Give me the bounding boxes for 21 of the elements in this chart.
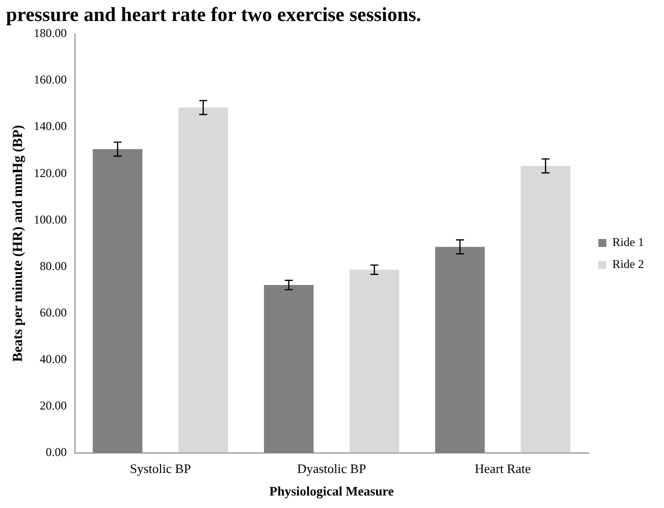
y-axis-title: Beats per minute (HR) and mmHg (BP)	[11, 124, 26, 362]
bar	[350, 270, 400, 453]
y-tick-label: 40.00	[40, 352, 67, 366]
x-axis-title: Physiological Measure	[269, 484, 394, 499]
legend-label: Ride 2	[612, 257, 644, 272]
y-tick-label: 80.00	[40, 258, 67, 273]
y-tick-label: 180.00	[34, 26, 67, 40]
y-tick-label: 160.00	[34, 72, 67, 87]
x-tick-label: Heart Rate	[474, 461, 531, 476]
y-tick-label: 0.00	[46, 444, 67, 459]
x-tick-label: Systolic BP	[130, 461, 191, 476]
bar	[178, 108, 228, 453]
x-tick-label: Dyastolic BP	[297, 461, 366, 476]
bar	[520, 166, 570, 453]
chart-title: pressure and heart rate for two exercise sessions.	[6, 4, 422, 26]
y-tick-label: 60.00	[40, 305, 67, 320]
y-tick-label: 20.00	[40, 398, 67, 412]
y-tick-label: 140.00	[34, 119, 67, 134]
y-tick-label: 100.00	[34, 212, 67, 226]
y-tick-label: 120.00	[34, 166, 67, 180]
legend-label: Ride 1	[612, 235, 644, 250]
